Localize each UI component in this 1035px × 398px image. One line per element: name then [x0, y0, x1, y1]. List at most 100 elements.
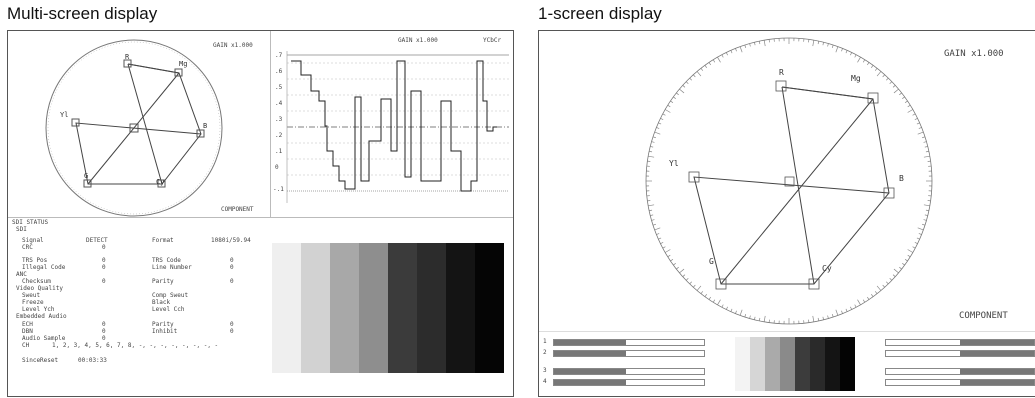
wf-scale-07: .7 — [275, 52, 283, 59]
single-vectorscope: R Mg B Cy G Yl — [645, 37, 933, 325]
single-target-r: R — [779, 68, 784, 77]
status-level-y-label: Level Ych — [22, 306, 55, 313]
multi-bar-2 — [301, 243, 330, 373]
status-embedded-audio-heading: Embedded Audio — [16, 313, 67, 320]
multi-divider-vertical — [270, 31, 271, 217]
single-bar-5 — [795, 337, 810, 391]
status-crc-label: CRC — [22, 244, 33, 251]
status-line-number-label: Line Number — [152, 264, 192, 271]
wf-scale-0: 0 — [275, 164, 279, 171]
status-format-label: Format — [152, 237, 174, 244]
status-ch-label: CH — [22, 342, 30, 349]
multi-target-b: B — [203, 122, 207, 130]
status-illegal-label: Illegal Code — [22, 264, 66, 271]
wf-scale-06: .6 — [275, 68, 283, 75]
status-trs-code-value: 0 — [230, 257, 234, 264]
single-target-b: B — [899, 174, 904, 183]
status-eparity-value: 0 — [230, 321, 234, 328]
multi-picture-bars — [272, 243, 504, 373]
multi-bar-8 — [475, 243, 504, 373]
status-anc-heading: ANC — [16, 271, 27, 278]
meter-left-ch2: 2 — [543, 349, 547, 356]
wf-scale-01: .1 — [275, 148, 283, 155]
status-since-reset-label: SinceReset — [22, 357, 59, 364]
status-inhibit-label: Inhibit — [152, 328, 178, 335]
single-bar-6 — [810, 337, 825, 391]
multi-target-mg: Mg — [179, 60, 187, 68]
wf-scale-neg01: -.1 — [273, 186, 284, 193]
single-target-g: G — [709, 257, 714, 266]
status-dbn-label: DBN — [22, 328, 33, 335]
status-level-c-label: Level Cch — [152, 306, 185, 313]
single-bar-4 — [780, 337, 795, 391]
wf-scale-02: .2 — [275, 132, 283, 139]
status-parity-label: Parity — [152, 278, 174, 285]
single-mode: COMPONENT — [959, 311, 1008, 321]
status-signal-value: DETECT — [86, 237, 108, 244]
multi-bar-7 — [446, 243, 475, 373]
status-crc-value: 0 — [102, 244, 106, 251]
multi-screen-caption: Multi-screen display — [7, 4, 158, 23]
single-bar-1 — [735, 337, 750, 391]
multi-divider-horizontal — [8, 217, 513, 218]
multi-vector-mode: COMPONENT — [221, 206, 254, 213]
multi-waveform: .7 .6 .5 .4 .3 .2 .1 0 -.1 — [273, 51, 509, 203]
status-since-reset-value: 00:03:33 — [78, 357, 107, 364]
multi-target-cy: Cy — [156, 178, 164, 186]
single-screen-caption: 1-screen display — [538, 4, 662, 23]
single-bar-8 — [840, 337, 855, 391]
multi-screen-display: R Mg B Cy G Yl GAIN x1.000 COMPONENT .7 … — [7, 30, 514, 397]
multi-target-g: G — [84, 172, 88, 180]
single-audio-meter-left: 1 2 3 4 — [543, 337, 705, 393]
status-ech-value: 0 — [102, 321, 106, 328]
wf-scale-05: .5 — [275, 84, 283, 91]
status-audio-sample-label: Audio Sample — [22, 335, 66, 342]
status-audio-sample-value: 0 — [102, 335, 106, 342]
status-inhibit-value: 0 — [230, 328, 234, 335]
status-trs-label: TRS Pos — [22, 257, 48, 264]
status-black-label: Black — [152, 299, 171, 306]
multi-vector-gain: GAIN x1.000 — [213, 42, 253, 49]
status-checksum-value: 0 — [102, 278, 106, 285]
multi-waveform-gain: GAIN x1.000 — [398, 37, 438, 44]
status-sweut-label: Sweut — [22, 292, 41, 299]
meter-left-ch1: 1 — [543, 338, 547, 345]
meter-left-ch4: 4 — [543, 378, 547, 385]
status-comp-sweut-label: Comp Sweut — [152, 292, 189, 299]
wf-scale-04: .4 — [275, 100, 283, 107]
single-bar-2 — [750, 337, 765, 391]
single-divider — [539, 331, 1035, 332]
single-bar-7 — [825, 337, 840, 391]
multi-bar-3 — [330, 243, 359, 373]
multi-bar-6 — [417, 243, 446, 373]
status-eparity-label: Parity — [152, 321, 174, 328]
status-title: SDI STATUS — [12, 219, 49, 226]
status-sdi-heading: SDI — [16, 226, 27, 233]
single-audio-meter-right — [885, 337, 1035, 393]
multi-waveform-mode: YCbCr — [483, 37, 502, 44]
single-screen-display: R Mg B Cy G Yl GAIN x1.000 COMPONENT 1 2… — [538, 30, 1035, 397]
wf-scale-03: .3 — [275, 116, 283, 123]
status-ch-value: 1, 2, 3, 4, 5, 6, 7, 8, -, -, -, -, -, -… — [52, 342, 219, 349]
status-line-number-value: 0 — [230, 264, 234, 271]
multi-bar-1 — [272, 243, 301, 373]
single-bar-3 — [765, 337, 780, 391]
status-illegal-value: 0 — [102, 264, 106, 271]
status-checksum-label: Checksum — [22, 278, 51, 285]
single-gain: GAIN x1.000 — [944, 49, 1004, 59]
status-trs-code-label: TRS Code — [152, 257, 181, 264]
multi-bar-4 — [359, 243, 388, 373]
multi-target-yl: Yl — [60, 111, 68, 119]
status-format-value: 1080i/59.94 — [211, 237, 251, 244]
status-ech-label: ECH — [22, 321, 33, 328]
status-parity-value: 0 — [230, 278, 234, 285]
status-trs-value: 0 — [102, 257, 106, 264]
status-dbn-value: 0 — [102, 328, 106, 335]
status-signal-label: Signal — [22, 237, 44, 244]
single-target-yl: Yl — [669, 159, 679, 168]
single-picture-bars — [735, 337, 855, 391]
meter-left-ch3: 3 — [543, 367, 547, 374]
multi-vectorscope: R Mg B Cy G Yl — [45, 39, 223, 217]
multi-target-r: R — [125, 53, 130, 61]
status-freeze-label: Freeze — [22, 299, 44, 306]
